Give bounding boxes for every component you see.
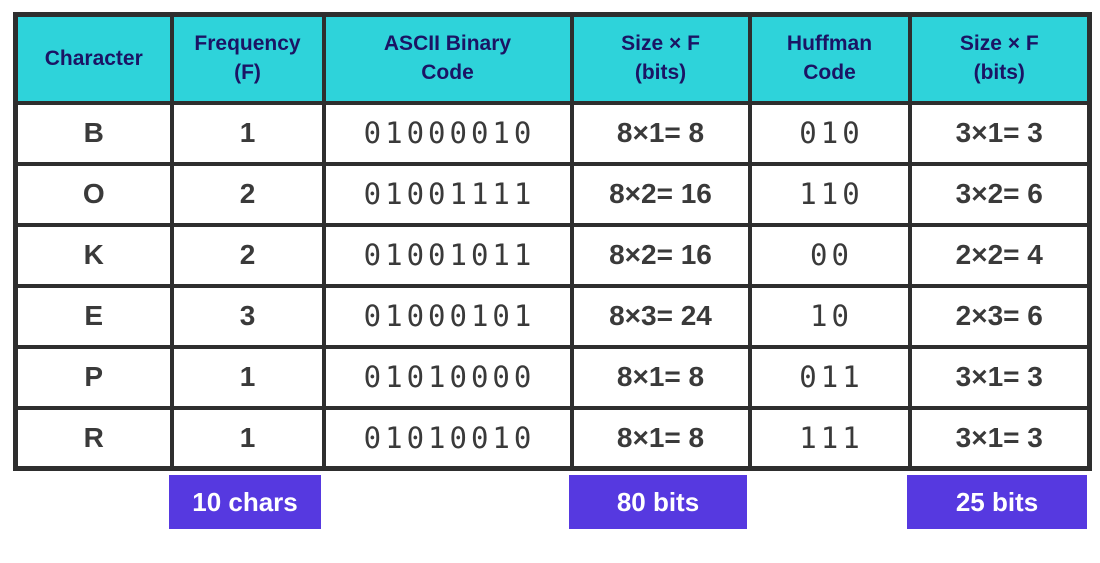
character-cell: O	[13, 161, 174, 227]
total-chars-badge: 10 chars	[169, 475, 321, 529]
ascii-code-value: 01000010	[363, 116, 536, 150]
col-header-character: Character	[13, 12, 174, 105]
ascii-size-cell: 8×2= 16	[569, 161, 752, 227]
col-header-huffman-size: Size × F (bits)	[907, 12, 1092, 105]
character-cell: B	[13, 100, 174, 166]
huffman-code-cell: 010	[747, 100, 912, 166]
col-header-character-label: Character	[44, 46, 143, 70]
col-header-huffman-code: Huffman Code	[747, 12, 912, 105]
huffman-code-value: 010	[799, 116, 864, 150]
ascii-code-cell: 01010000	[321, 344, 574, 410]
frequency-cell: 1	[169, 405, 326, 471]
huffman-code-value: 10	[810, 299, 853, 333]
frequency-cell: 1	[169, 344, 326, 410]
col-header-ascii-binary-code-label: ASCII Binary Code	[383, 32, 512, 84]
totals-slot-ascii-bits: 80 bits	[569, 475, 747, 529]
huffman-size-cell: 3×1= 3	[907, 344, 1092, 410]
totals-spacer-huffman-code	[747, 475, 907, 529]
col-header-frequency: Frequency (F)	[169, 12, 326, 105]
character-cell: E	[13, 283, 174, 349]
huffman-code-cell: 00	[747, 222, 912, 288]
totals-row: 10 chars 80 bits 25 bits	[13, 475, 1087, 529]
ascii-size-cell: 8×1= 8	[569, 100, 752, 166]
ascii-size-cell: 8×2= 16	[569, 222, 752, 288]
ascii-code-cell: 01001111	[321, 161, 574, 227]
huffman-code-value: 110	[799, 177, 864, 211]
huffman-code-cell: 111	[747, 405, 912, 471]
huffman-code-value: 011	[799, 360, 864, 394]
encoding-comparison-table: Character Frequency (F) ASCII Binary Cod…	[13, 12, 1092, 471]
huffman-code-value: 111	[799, 420, 864, 455]
frequency-cell: 1	[169, 100, 326, 166]
table-row-P: P 1 01010000 8×1= 8 011 3×1= 3	[13, 344, 1092, 410]
table-row-O: O 2 01001111 8×2= 16 110 3×2= 6	[13, 161, 1092, 227]
col-header-huffman-size-label: Size × F (bits)	[959, 32, 1039, 84]
table-body: B 1 01000010 8×1= 8 010 3×1= 3 O 2 01001…	[13, 100, 1092, 471]
huffman-size-cell: 3×1= 3	[907, 405, 1092, 471]
character-cell: K	[13, 222, 174, 288]
col-header-frequency-label: Frequency (F)	[194, 32, 301, 84]
huffman-code-value: 00	[810, 238, 853, 272]
ascii-size-cell: 8×1= 8	[569, 405, 752, 471]
frequency-cell: 2	[169, 222, 326, 288]
totals-spacer-character	[13, 475, 169, 529]
ascii-size-cell: 8×3= 24	[569, 283, 752, 349]
ascii-code-cell: 01010010	[321, 405, 574, 471]
ascii-total-bits-badge: 80 bits	[569, 475, 747, 529]
ascii-code-value: 01010000	[363, 360, 536, 394]
ascii-code-cell: 01001011	[321, 222, 574, 288]
ascii-code-value: 01010010	[363, 420, 536, 455]
huffman-code-cell: 10	[747, 283, 912, 349]
col-header-ascii-binary-code: ASCII Binary Code	[321, 12, 574, 105]
huffman-code-cell: 110	[747, 161, 912, 227]
ascii-code-cell: 01000010	[321, 100, 574, 166]
huffman-size-cell: 3×1= 3	[907, 100, 1092, 166]
ascii-code-value: 01001111	[363, 177, 536, 211]
table-row-R: R 1 01010010 8×1= 8 111 3×1= 3	[13, 405, 1092, 471]
character-cell: R	[13, 405, 174, 471]
ascii-code-value: 01001011	[363, 238, 536, 272]
huffman-size-cell: 3×2= 6	[907, 161, 1092, 227]
col-header-huffman-code-label: Huffman Code	[786, 32, 873, 84]
totals-slot-huffman-bits: 25 bits	[907, 475, 1087, 529]
huffman-code-cell: 011	[747, 344, 912, 410]
table-row-K: K 2 01001011 8×2= 16 00 2×2= 4	[13, 222, 1092, 288]
character-cell: P	[13, 344, 174, 410]
huffman-total-bits-badge: 25 bits	[907, 475, 1087, 529]
frequency-cell: 2	[169, 161, 326, 227]
table-header-row: Character Frequency (F) ASCII Binary Cod…	[13, 12, 1092, 105]
ascii-code-value: 01000101	[363, 299, 536, 333]
col-header-ascii-size-label: Size × F (bits)	[621, 32, 700, 84]
totals-slot-frequency: 10 chars	[169, 475, 321, 529]
table-row-E: E 3 01000101 8×3= 24 10 2×3= 6	[13, 283, 1092, 349]
col-header-ascii-size: Size × F (bits)	[569, 12, 752, 105]
table-row-B: B 1 01000010 8×1= 8 010 3×1= 3	[13, 100, 1092, 166]
huffman-size-cell: 2×3= 6	[907, 283, 1092, 349]
totals-spacer-ascii-code	[321, 475, 569, 529]
huffman-size-cell: 2×2= 4	[907, 222, 1092, 288]
ascii-code-cell: 01000101	[321, 283, 574, 349]
ascii-size-cell: 8×1= 8	[569, 344, 752, 410]
frequency-cell: 3	[169, 283, 326, 349]
